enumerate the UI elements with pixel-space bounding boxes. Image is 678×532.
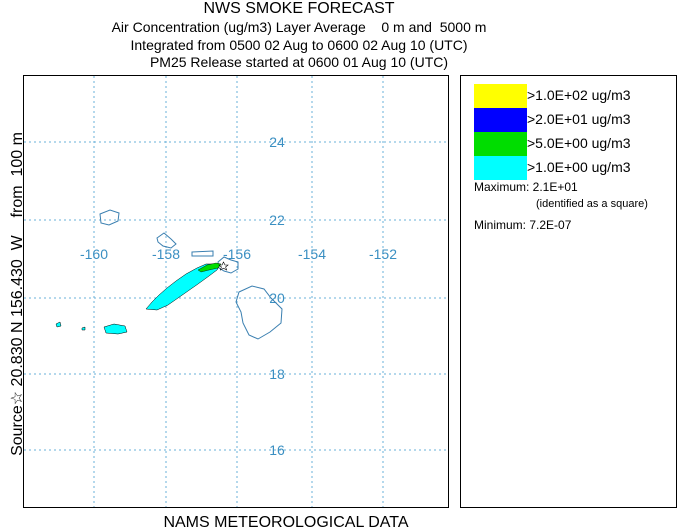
longitude-label: -160: [80, 246, 108, 262]
longitude-label: -152: [369, 246, 397, 262]
release-info: PM25 Release started at 0600 01 Aug 10 (…: [149, 54, 449, 70]
longitude-label: -156: [223, 246, 251, 262]
minimum-value: Minimum: 7.2E-07: [474, 218, 572, 232]
integration-period: Integrated from 0500 02 Aug to 0600 02 A…: [130, 37, 468, 53]
legend-label: >5.0E+00 ug/m3: [527, 135, 631, 151]
legend-entry: >1.0E+02 ug/m3: [474, 84, 674, 108]
longitude-label: -158: [152, 246, 180, 262]
legend-swatch: [474, 84, 527, 108]
molokai-outline: [191, 250, 214, 257]
legend-label: >2.0E+01 ug/m3: [527, 111, 631, 127]
latitude-label: 24: [269, 134, 285, 150]
smoke-map: -160 -158 -156 -154 -152 24 22 20 18 16: [24, 76, 448, 507]
concentration-description: Air Concentration (ug/m3) Layer Average …: [111, 19, 487, 35]
plume-level-1: [145, 263, 221, 311]
map-panel: -160 -158 -156 -154 -152 24 22 20 18 16: [23, 75, 449, 508]
kauai-outline: [99, 209, 120, 226]
plume-small-patch: [55, 321, 62, 328]
legend-swatch: [474, 132, 527, 156]
legend-entry: >5.0E+00 ug/m3: [474, 132, 674, 156]
legend-panel: >1.0E+02 ug/m3 >2.0E+01 ug/m3 >5.0E+00 u…: [460, 75, 677, 508]
legend-entry: >1.0E+00 ug/m3: [474, 156, 674, 180]
maximum-note: (identified as a square): [536, 198, 648, 210]
data-source-footer: NAMS METEOROLOGICAL DATA: [163, 514, 409, 531]
latitude-label: 18: [269, 366, 285, 382]
island-outlines: [99, 209, 283, 340]
longitude-label: -154: [298, 246, 326, 262]
latitude-label: 20: [269, 290, 285, 306]
source-star-icon: [218, 261, 229, 271]
legend-swatch: [474, 156, 527, 180]
big-island-outline: [235, 285, 283, 340]
plume-west-patch: [103, 323, 128, 335]
latitude-label: 22: [269, 212, 285, 228]
smoke-plume: [55, 261, 229, 335]
legend-label: >1.0E+00 ug/m3: [527, 159, 631, 175]
graticule: [24, 76, 448, 507]
legend-entry: >2.0E+01 ug/m3: [474, 108, 674, 132]
forecast-title: NWS SMOKE FORECAST: [203, 0, 395, 17]
plume-small-patch: [81, 326, 86, 331]
maximum-value: Maximum: 2.1E+01: [474, 180, 578, 194]
plume-level-3: [197, 262, 222, 273]
legend-swatch: [474, 108, 527, 132]
legend-label: >1.0E+02 ug/m3: [527, 87, 631, 103]
oahu-outline: [156, 232, 177, 249]
latitude-label: 16: [269, 442, 285, 458]
